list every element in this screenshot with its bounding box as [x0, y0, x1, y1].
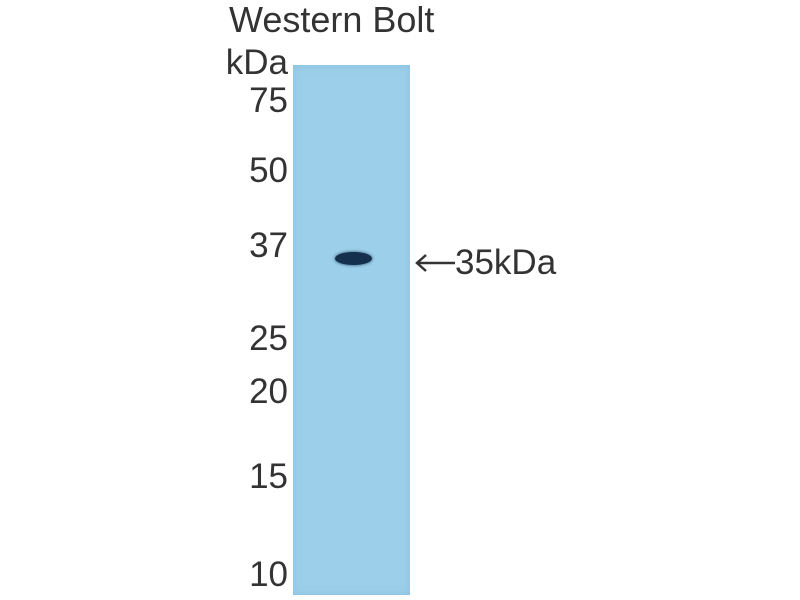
marker-20: 20	[249, 372, 288, 411]
marker-50: 50	[249, 151, 288, 190]
left-arrow-icon	[415, 254, 455, 272]
marker-25: 25	[249, 319, 288, 358]
marker-15: 15	[249, 457, 288, 496]
band-annotation: 35kDa	[415, 243, 556, 283]
figure-title: Western Bolt	[229, 0, 435, 40]
marker-10: 10	[249, 555, 288, 594]
unit-label: kDa	[225, 43, 288, 82]
protein-band	[335, 252, 372, 265]
marker-75: 75	[249, 81, 288, 120]
blot-lane	[293, 65, 410, 595]
marker-37: 37	[249, 226, 288, 265]
band-size-label: 35kDa	[455, 243, 557, 282]
